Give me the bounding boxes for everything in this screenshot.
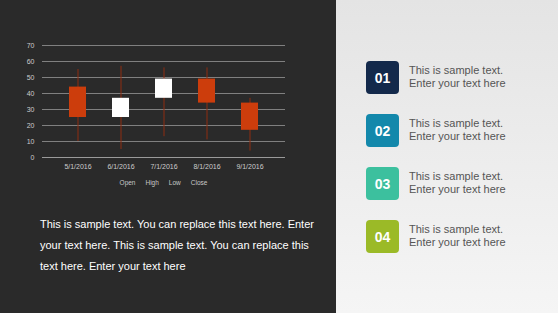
html-text:Low: Low bbox=[168, 179, 181, 186]
svg-text:10: 10 bbox=[27, 138, 35, 145]
html-text:This is sample text.: This is sample text. bbox=[409, 223, 504, 235]
html-text:04: 04 bbox=[374, 228, 391, 245]
html-text:This is sample text.: This is sample text. bbox=[409, 170, 504, 182]
html-text:Enter your text here: Enter your text here bbox=[409, 236, 506, 248]
html-text:This is sample text. You can r: This is sample text. You can replace thi… bbox=[40, 218, 314, 272]
svg-text:50: 50 bbox=[27, 74, 35, 81]
html-text:01: 01 bbox=[374, 69, 391, 86]
html-text:Close: Close bbox=[190, 179, 208, 186]
html-text:This is sample text.: This is sample text. bbox=[409, 117, 504, 129]
html-text:Enter your text here: Enter your text here bbox=[409, 130, 506, 142]
html-text:Enter your text here: Enter your text here bbox=[409, 183, 506, 195]
svg-text:6/1/2016: 6/1/2016 bbox=[107, 163, 134, 170]
svg-text:70: 70 bbox=[27, 42, 35, 49]
svg-text:9/1/2016: 9/1/2016 bbox=[236, 163, 263, 170]
html-text:02: 02 bbox=[374, 122, 391, 139]
svg-text:40: 40 bbox=[27, 90, 35, 97]
svg-text:30: 30 bbox=[27, 106, 35, 113]
svg-text:0: 0 bbox=[31, 154, 35, 161]
html-text:High: High bbox=[145, 179, 159, 186]
svg-text:60: 60 bbox=[27, 58, 35, 65]
html-text:03: 03 bbox=[374, 175, 391, 192]
svg-text:7/1/2016: 7/1/2016 bbox=[150, 163, 177, 170]
svg-text:20: 20 bbox=[27, 122, 35, 129]
svg-text:5/1/2016: 5/1/2016 bbox=[64, 163, 91, 170]
html-text:Open: Open bbox=[119, 179, 136, 186]
svg-text:8/1/2016: 8/1/2016 bbox=[193, 163, 220, 170]
html-text:This is sample text.: This is sample text. bbox=[409, 64, 504, 76]
html-text:Enter your text here: Enter your text here bbox=[409, 77, 506, 89]
